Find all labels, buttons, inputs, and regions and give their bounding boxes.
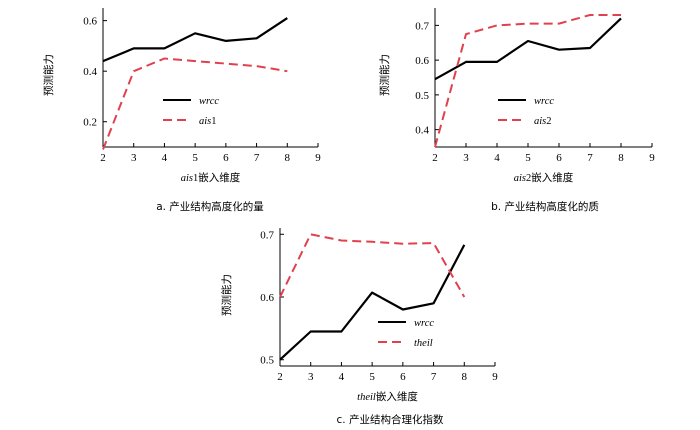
series-line-wrcc	[279, 244, 466, 361]
series-line-wrcc	[102, 17, 288, 63]
legend-label-suffix: 2	[546, 116, 551, 127]
y-tick-label: 0.5	[260, 355, 274, 367]
x-axis-label-variable: ais	[181, 173, 193, 184]
x-tick-label: 8	[285, 152, 291, 164]
x-axis-label-variable: theil	[357, 392, 376, 403]
chart-1: 2 3 4 5 6 7 8 90.20.40.6预测能力ais1嵌入维度wrccais1a. …	[42, 8, 321, 213]
y-tick-label: 0.6	[260, 292, 274, 304]
legend-label-suffix: 1	[211, 116, 216, 127]
x-tick-label: 3	[308, 371, 314, 383]
x-axis-label: ais1嵌入维度	[181, 171, 241, 184]
x-tick-label: 9	[492, 371, 498, 383]
x-axis-label-text: 嵌入维度	[531, 171, 573, 184]
x-tick-label: 4	[339, 371, 345, 383]
series-line-ais1	[102, 57, 288, 150]
x-axis-label-text: 嵌入维度	[376, 390, 418, 403]
x-tick-label: 2	[277, 371, 283, 383]
legend-label-ais: ais2	[534, 116, 552, 127]
y-tick-label: 0.7	[415, 20, 429, 32]
y-tick-label: 0.6	[83, 16, 97, 28]
legend-label-wrcc: wrcc	[199, 96, 219, 107]
chart-caption: b. 产业结构高度化的质	[491, 200, 599, 213]
legend-label-name: wrcc	[414, 318, 434, 329]
chart-2: 2 3 4 5 6 7 8 90.40.50.60.7预测能力ais2嵌入维度wrccais2…	[378, 8, 655, 213]
legend-label-name: wrcc	[534, 96, 554, 107]
x-tick-label: 8	[618, 152, 624, 164]
x-tick-label: 7	[587, 152, 593, 164]
x-tick-label: 4	[162, 152, 168, 164]
series-line-wrcc	[434, 17, 622, 81]
chart-3: 2 3 4 5 6 7 8 90.50.60.7预测能力theil嵌入维度wrcctheilc…	[220, 228, 498, 426]
x-axis-label-number: 2	[526, 173, 531, 184]
y-tick-label: 0.4	[83, 66, 97, 78]
legend-label-wrcc: wrcc	[534, 96, 554, 107]
y-axis-label: 预测能力	[42, 54, 55, 96]
x-tick-label: 3	[131, 152, 137, 164]
series-line-ais2	[434, 14, 621, 148]
x-tick-label: 3	[463, 152, 469, 164]
x-tick-label: 5	[525, 152, 531, 164]
y-tick-label: 0.2	[83, 117, 97, 129]
x-tick-label: 5	[192, 152, 198, 164]
x-tick-label: 6	[223, 152, 229, 164]
x-axis-label-number: 1	[193, 173, 198, 184]
legend-label-name: ais	[199, 116, 211, 127]
legend-label-name: wrcc	[199, 96, 219, 107]
chart-caption: c. 产业结构合理化指数	[337, 413, 444, 426]
chart-caption: a. 产业结构高度化的量	[156, 200, 264, 213]
x-tick-label: 6	[556, 152, 562, 164]
legend-label-theil: theil	[414, 338, 433, 349]
x-axis-label: ais2嵌入维度	[514, 171, 574, 184]
x-tick-label: 8	[462, 371, 468, 383]
series-line-theil	[279, 233, 466, 298]
y-tick-label: 0.6	[415, 55, 429, 67]
x-tick-label: 9	[649, 152, 655, 164]
x-axis-label-text: 嵌入维度	[198, 171, 240, 184]
y-axis-label: 预测能力	[220, 274, 233, 316]
legend-label-name: ais	[534, 116, 546, 127]
y-tick-label: 0.4	[415, 125, 429, 137]
x-tick-label: 5	[369, 371, 375, 383]
x-tick-label: 9	[315, 152, 321, 164]
x-tick-label: 2	[100, 152, 106, 164]
x-tick-label: 7	[431, 371, 437, 383]
x-tick-label: 4	[494, 152, 500, 164]
x-axis-label: theil嵌入维度	[357, 390, 418, 403]
legend-label-ais: ais1	[199, 116, 217, 127]
y-axis-label: 预测能力	[378, 54, 391, 96]
y-tick-label: 0.7	[260, 229, 274, 241]
legend-label-name: theil	[414, 338, 433, 349]
legend-label-wrcc: wrcc	[414, 318, 434, 329]
x-axis-label-variable: ais	[514, 173, 526, 184]
x-tick-label: 6	[400, 371, 406, 383]
y-tick-label: 0.5	[415, 90, 429, 102]
x-tick-label: 2	[432, 152, 438, 164]
x-tick-label: 7	[254, 152, 260, 164]
